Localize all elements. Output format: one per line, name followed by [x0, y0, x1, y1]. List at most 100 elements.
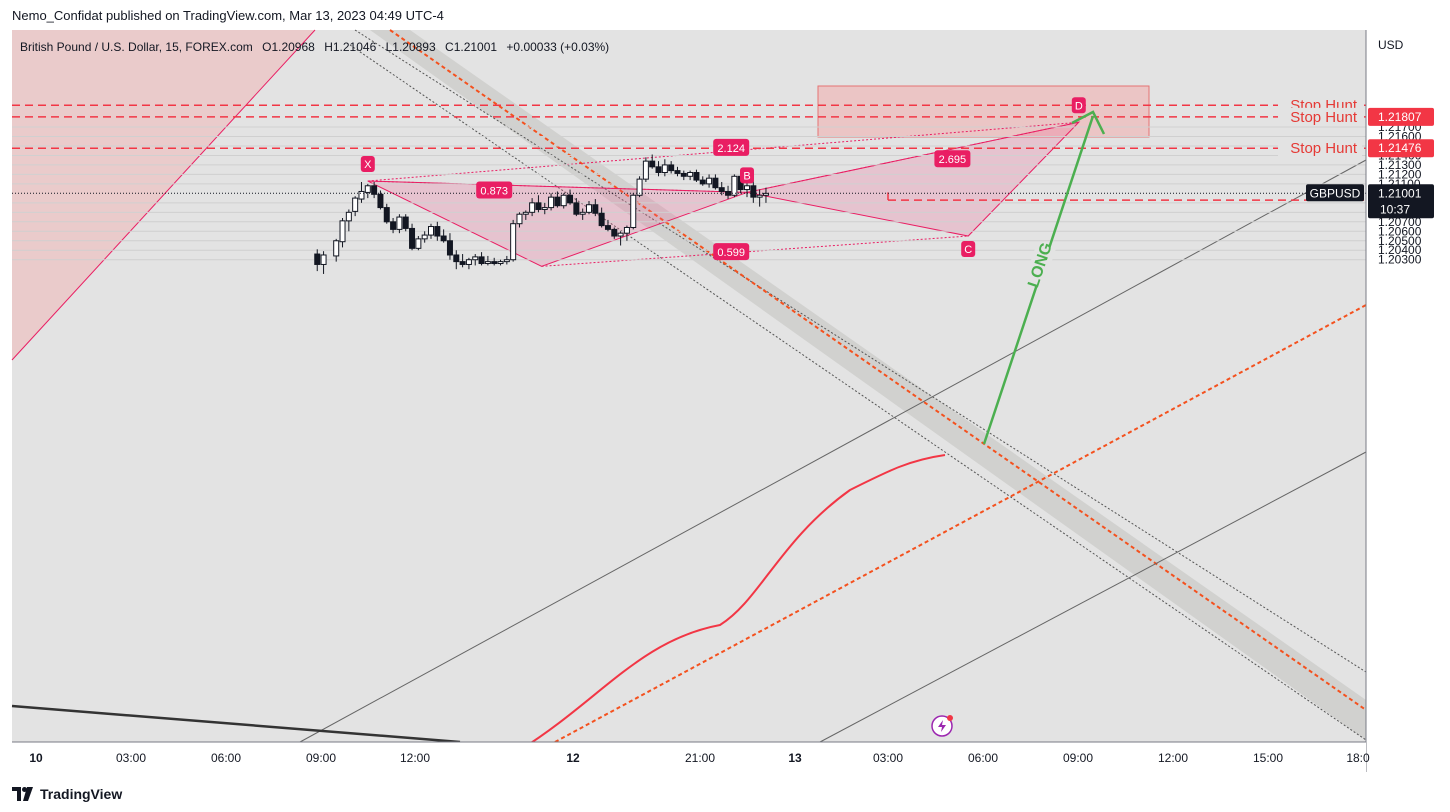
- candle: [339, 218, 346, 248]
- time-tick-label: 13: [788, 751, 802, 765]
- bar-countdown: 10:37: [1380, 202, 1410, 216]
- candle-body-up: [320, 254, 327, 265]
- harmonic-ratio-bg: [713, 138, 750, 156]
- candle-body-down: [668, 164, 675, 172]
- candle-body-up: [630, 194, 637, 228]
- candle-body-down: [712, 177, 719, 189]
- candle-body-down: [674, 170, 681, 174]
- candle: [522, 210, 529, 220]
- level-label-bg: [1278, 139, 1362, 158]
- candle-body-up: [484, 261, 491, 265]
- time-tick-label: 06:00: [968, 751, 998, 765]
- candle-body-down: [699, 179, 706, 185]
- ascending-trendline-lower: [819, 451, 1367, 743]
- candle: [548, 193, 555, 211]
- candle-body-up: [510, 223, 517, 261]
- candle: [554, 191, 561, 208]
- candle-body-up: [428, 226, 434, 236]
- candle: [699, 176, 706, 186]
- candle: [402, 214, 409, 232]
- candle: [491, 257, 498, 266]
- candle: [586, 200, 592, 215]
- tradingview-logo-icon: [12, 787, 33, 801]
- candle-body-down: [680, 172, 687, 177]
- candle-body-up: [636, 178, 643, 196]
- harmonic-ratio-label: 0.873: [476, 181, 513, 199]
- candle: [592, 199, 599, 217]
- candle: [623, 225, 630, 241]
- candle: [718, 181, 725, 196]
- candle: [541, 202, 548, 215]
- time-tick-label: 15:00: [1253, 751, 1283, 765]
- candle: [687, 170, 694, 181]
- candle-body-down: [434, 226, 441, 237]
- candle: [510, 219, 517, 262]
- candle-body-down: [598, 212, 605, 227]
- symbol-legend: British Pound / U.S. Dollar, 15, FOREX.c…: [20, 40, 609, 54]
- candle: [642, 157, 649, 182]
- harmonic-ratio-bg: [934, 150, 971, 168]
- candle-body-up: [642, 160, 649, 180]
- candle: [567, 189, 574, 205]
- level-price-badge: [1368, 139, 1434, 158]
- candle: [706, 174, 713, 188]
- time-tick-label: 12: [566, 751, 580, 765]
- candle-body-up: [396, 216, 403, 230]
- lightning-icon[interactable]: [931, 715, 953, 737]
- candle-body-up: [415, 238, 422, 249]
- price-tick-label: 1.20700: [1378, 215, 1422, 229]
- harmonic-point-label: B: [740, 167, 754, 184]
- time-tick-label: 03:00: [116, 751, 146, 765]
- candle: [744, 181, 750, 198]
- candle-body-up: [522, 211, 529, 215]
- last-price-value: 1.21001: [1378, 186, 1422, 200]
- candle-body-down: [573, 202, 580, 215]
- candle: [383, 203, 390, 224]
- candle: [459, 254, 466, 268]
- harmonic-ratio-bg: [713, 243, 750, 261]
- candle: [465, 257, 472, 270]
- harmonic-ratio-text: 0.873: [480, 186, 508, 198]
- candle: [756, 189, 763, 207]
- candle-body-down: [377, 193, 384, 209]
- candle: [693, 169, 700, 182]
- candle: [440, 229, 447, 243]
- time-tick-label: 03:00: [873, 751, 903, 765]
- ascending-trendline-upper: [299, 159, 1367, 743]
- candle: [636, 176, 643, 198]
- harmonic-point-bg: [740, 167, 754, 184]
- descending-channel-band: [370, 30, 1366, 740]
- harmonic-point-bg: [961, 241, 976, 258]
- candle-body-down: [554, 196, 561, 207]
- candle: [409, 223, 416, 251]
- candle: [573, 198, 580, 217]
- candle: [415, 236, 422, 251]
- candle-body-up: [529, 202, 536, 213]
- candle-body-up: [421, 234, 428, 240]
- candle-body-up: [548, 196, 555, 209]
- candle: [497, 259, 504, 266]
- long-arrow-head: [1071, 110, 1106, 135]
- harmonic-ratio-label: 2.124: [713, 138, 750, 156]
- candle: [649, 154, 656, 169]
- price-tick-label: 1.20400: [1378, 243, 1422, 257]
- candle-body-up: [617, 232, 624, 237]
- candle: [377, 190, 384, 210]
- candle: [472, 254, 479, 266]
- candle-body-up: [497, 261, 504, 265]
- candle: [478, 252, 485, 266]
- harmonic-ratio-text: 2.695: [939, 154, 967, 166]
- harmonic-point-text: X: [364, 159, 372, 171]
- time-axis[interactable]: [12, 742, 1366, 772]
- candle: [725, 185, 732, 200]
- candle-body-down: [440, 235, 447, 242]
- candle: [516, 212, 523, 228]
- candle-body-down: [409, 227, 416, 249]
- harmonic-ratio-bg: [476, 181, 513, 199]
- support-line: [11, 704, 461, 744]
- candle-body-up: [756, 194, 763, 198]
- candle: [446, 233, 453, 260]
